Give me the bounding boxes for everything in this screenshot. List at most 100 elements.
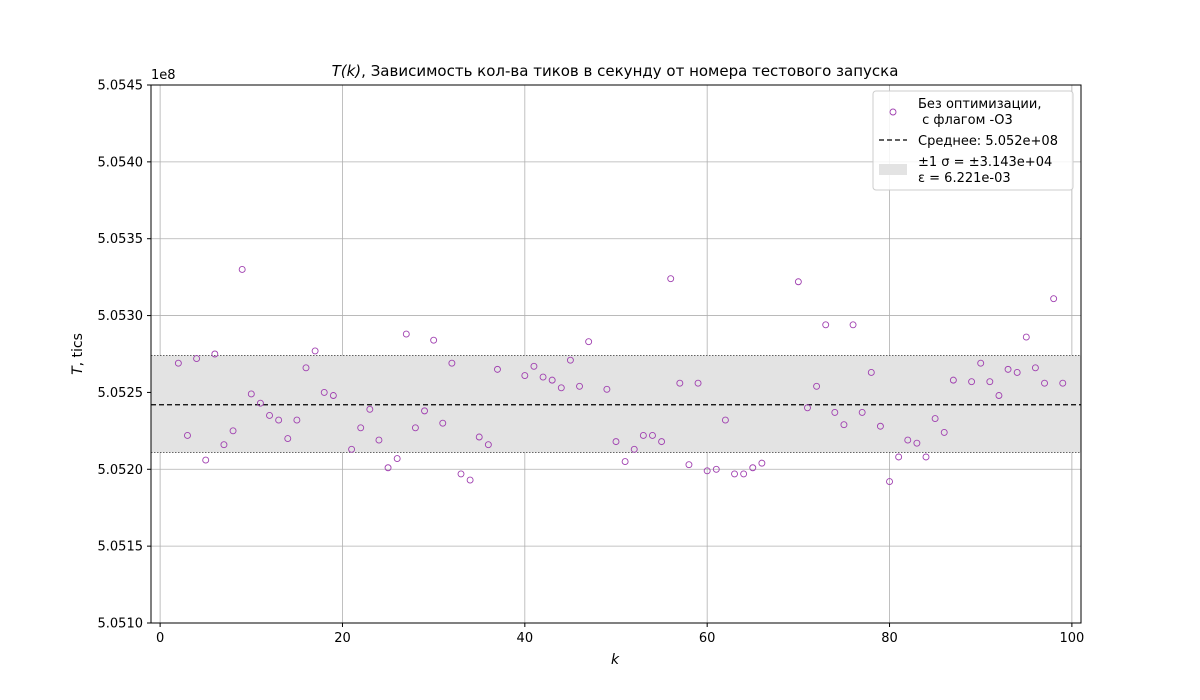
y-tick-label: 5.0520 [98,463,144,478]
data-point [1004,365,1012,373]
y-axis-ticks: 5.0510 5.0515 5.0520 5.0525 5.0530 5.0535 5.05… [98,79,151,632]
data-point [840,421,848,429]
data-point [238,266,246,273]
data-point [813,382,821,390]
data-point [995,392,1003,399]
y-tick-label: 5.0545 [98,79,144,94]
data-point [229,427,237,435]
x-tick-label: 80 [881,631,898,646]
x-tick-label: 0 [156,631,164,646]
data-point [220,441,228,449]
data-point [366,405,374,413]
data-point [421,407,428,415]
data-point [439,419,447,427]
data-point [256,399,264,407]
data-point [311,347,319,355]
data-point [494,365,501,373]
axes-frame [150,84,1082,624]
data-point [1050,295,1058,303]
x-axis-label: k [611,652,620,668]
y-tick-label: 5.0540 [98,155,144,170]
legend-series-label-line1: Без оптимизации, [918,97,1041,112]
legend-series-label-line2: с флагом -O3 [918,113,1013,128]
data-point [721,416,729,424]
y-axis-label: T, tics [70,333,86,375]
x-tick-label: 20 [334,631,351,646]
data-point [348,445,356,453]
data-point [876,422,884,430]
data-point [275,416,283,424]
data-point [566,356,574,364]
data-point [822,321,830,329]
data-point [895,453,903,461]
data-point [539,373,547,381]
data-point [484,441,492,449]
chart-title-function: T(k) [332,62,362,80]
data-point [712,465,720,473]
data-point [284,435,292,442]
data-point [384,464,392,472]
data-point [329,392,337,399]
data-point [904,436,912,444]
data-point [202,456,210,464]
data-point [867,368,875,376]
data-point [630,445,638,453]
data-point [430,336,438,344]
y-axis-label-symbol: T [70,365,86,375]
y-tick-label: 5.0515 [98,540,144,555]
y-tick-label: 5.0525 [98,386,144,401]
legend-band-label-line1: ±1 σ = ±3.143e+04 [918,155,1052,170]
data-point [211,350,219,358]
data-point [858,408,866,416]
data-point [411,424,419,432]
data-point [585,338,593,346]
data-point [466,476,474,484]
data-point [448,359,456,367]
data-point [940,428,948,436]
data-point [913,439,921,447]
data-point [740,470,748,478]
data-point [612,438,620,446]
data-point [302,364,310,372]
data-point [184,432,191,439]
data-point [266,412,273,419]
data-point [949,376,957,384]
data-point [749,464,757,472]
data-point [639,432,647,439]
data-point [293,416,301,424]
y-axis-label-unit: , tics [70,333,86,366]
legend-box [872,90,1074,191]
legend-marker-band [879,164,907,175]
data-point [931,415,939,423]
data-point [393,455,401,462]
data-points [174,266,1067,486]
data-point [758,459,766,467]
data-point [986,378,994,386]
data-point [247,390,255,398]
data-point [521,372,529,379]
y-tick-label: 5.0510 [98,617,144,632]
data-point [922,453,930,461]
data-point [849,321,857,329]
data-point [402,330,410,338]
y-tick-label: 5.0535 [98,232,144,247]
legend-marker-series [889,108,897,116]
data-point [1022,333,1030,341]
data-point [557,384,565,392]
data-point [794,278,802,286]
legend-mean-label: Среднее: 5.052e+08 [918,134,1058,149]
data-point [1041,379,1048,387]
data-point [375,436,383,444]
legend: Без оптимизации, с флагом -O3 Среднее: 5… [872,90,1074,191]
data-point [621,458,629,466]
sigma-band [151,355,1081,453]
data-point [731,470,738,478]
data-point [174,359,182,367]
data-point [320,388,328,396]
data-point [685,461,693,469]
data-point [357,424,365,432]
data-point [977,359,985,367]
data-point [530,362,538,370]
data-point [649,432,656,439]
